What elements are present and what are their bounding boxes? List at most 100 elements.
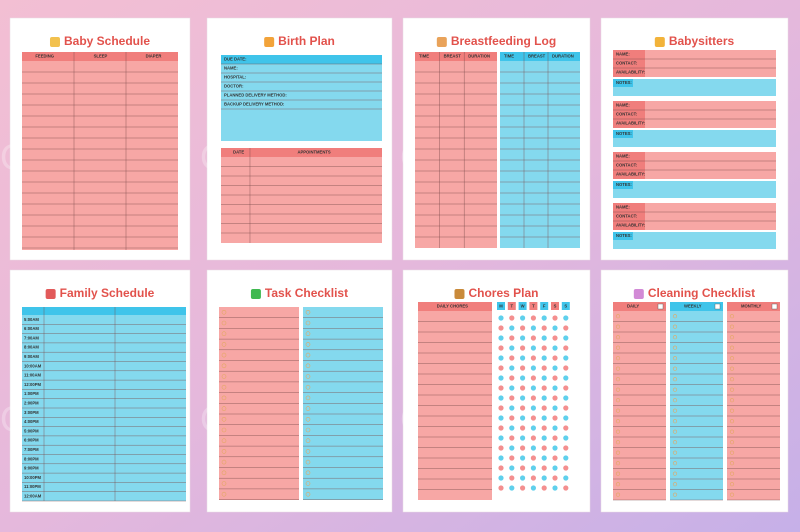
- head-box: [771, 303, 778, 310]
- check-circle: [221, 309, 227, 315]
- check-circle: [672, 419, 678, 424]
- chore-dot: [520, 475, 526, 481]
- check-circle: [221, 374, 227, 379]
- label: S: [564, 304, 567, 309]
- chore-dot: [520, 315, 526, 321]
- table-body: [221, 148, 382, 243]
- label: 3:00PM: [24, 410, 39, 415]
- check-circle: [729, 366, 735, 371]
- chore-dot: [509, 455, 515, 461]
- label: CONTACT:: [616, 163, 637, 168]
- chore-dot: [552, 465, 558, 471]
- page-title: Task Checklist: [265, 286, 348, 300]
- check-circle: [672, 461, 678, 466]
- check-circle: [672, 408, 678, 413]
- chore-dot: [530, 485, 537, 491]
- chore-dot: [541, 385, 547, 391]
- checklist-col: [303, 307, 383, 500]
- chore-dot: [552, 315, 558, 321]
- chore-dot: [552, 405, 558, 411]
- label: 4:00PM: [24, 419, 39, 424]
- chore-dot: [552, 455, 558, 461]
- chore-dot: [541, 475, 547, 481]
- check-circle: [221, 438, 227, 444]
- chore-dot: [563, 485, 569, 491]
- label: 6:00AM: [24, 326, 39, 331]
- table-header: [415, 52, 497, 61]
- check-circle: [305, 374, 311, 379]
- chore-dot: [563, 405, 569, 411]
- table-header: [500, 52, 580, 61]
- chore-dot: [552, 395, 558, 401]
- chore-dot: [520, 425, 526, 431]
- label: 5:00AM: [24, 317, 39, 322]
- chore-dot: [498, 485, 504, 491]
- table-body: [415, 52, 497, 248]
- checklist-col: [219, 307, 299, 500]
- check-circle: [615, 314, 621, 319]
- chore-dot: [541, 395, 547, 401]
- check-circle: [221, 416, 227, 422]
- chore-dot: [530, 455, 537, 461]
- title-icon: [250, 289, 261, 299]
- label: BACKUP DELIVERY METHOD:: [224, 102, 284, 107]
- check-circle: [729, 408, 735, 413]
- table-header: [22, 52, 178, 61]
- clean-col: [670, 302, 723, 500]
- chore-dot: [509, 365, 515, 371]
- check-circle: [672, 345, 678, 350]
- label: MONTHLY: [741, 304, 762, 309]
- check-circle: [729, 377, 735, 382]
- sitter-label-col: [613, 203, 645, 230]
- chore-dot: [552, 485, 558, 491]
- check-circle: [221, 449, 227, 454]
- check-circle: [305, 384, 311, 390]
- page-title: Babysitters: [669, 34, 735, 48]
- label: 11:00AM: [24, 373, 42, 378]
- label: SLEEP: [94, 54, 108, 59]
- label: 9:00AM: [24, 354, 39, 359]
- notes-box: [613, 79, 776, 96]
- label: 7:00AM: [24, 335, 39, 340]
- label: DUE DATE:: [224, 57, 247, 62]
- chore-dot: [541, 415, 547, 421]
- chore-dot: [498, 465, 504, 471]
- check-circle: [615, 461, 621, 466]
- check-circle: [672, 429, 678, 434]
- check-circle: [305, 416, 311, 422]
- label: NAME:: [616, 103, 630, 108]
- label: 2:00PM: [24, 400, 39, 405]
- chore-dot: [520, 375, 526, 381]
- label: WEEKLY: [684, 304, 702, 309]
- label: APPOINTMENTS: [297, 150, 330, 155]
- sitter-label-col: [613, 50, 645, 77]
- check-circle: [729, 419, 735, 424]
- notes-label: [613, 232, 633, 240]
- chore-dot: [563, 385, 569, 391]
- check-circle: [729, 314, 735, 319]
- check-circle: [305, 481, 311, 486]
- page-title: Family Schedule: [60, 286, 155, 300]
- title-icon: [436, 37, 447, 47]
- clean-col: [613, 302, 666, 500]
- notes-box: [613, 181, 776, 198]
- check-circle: [615, 345, 621, 350]
- title-icon: [454, 289, 465, 299]
- chore-dot: [509, 405, 515, 411]
- chore-dot: [530, 435, 537, 441]
- chore-dot: [563, 455, 569, 461]
- label: AVAILABILITY:: [616, 121, 645, 126]
- check-circle: [221, 481, 227, 486]
- label: 12:00PM: [24, 382, 42, 387]
- check-circle: [305, 342, 311, 347]
- check-circle: [672, 440, 678, 445]
- check-circle: [672, 398, 678, 403]
- notes-label: [613, 181, 633, 189]
- check-circle: [221, 352, 227, 358]
- label: T: [511, 304, 514, 309]
- check-circle: [729, 429, 735, 434]
- chore-dot: [520, 335, 526, 341]
- chore-dot: [552, 445, 558, 451]
